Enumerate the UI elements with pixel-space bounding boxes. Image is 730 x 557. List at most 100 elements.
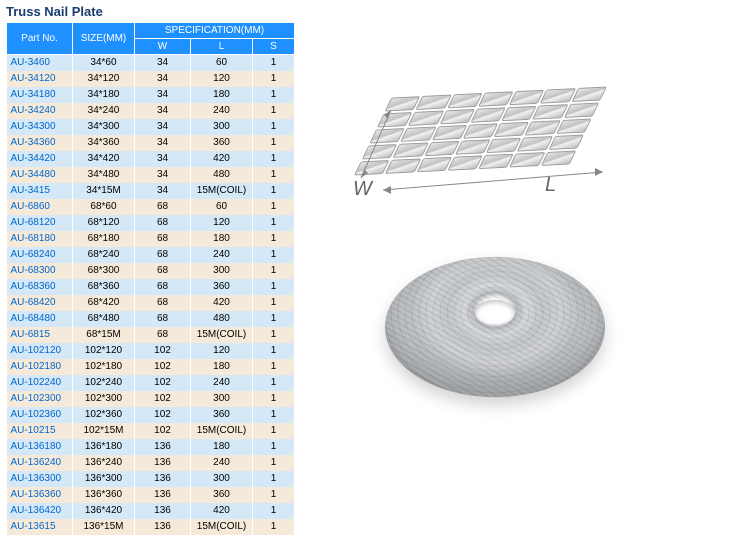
cell-w: 102 — [135, 359, 191, 375]
cell-s: 1 — [253, 487, 295, 503]
th-spec: SPECIFICATION(MM) — [135, 23, 295, 39]
th-size: SIZE(MM) — [73, 23, 135, 55]
cell-part: AU-136300 — [7, 471, 73, 487]
cell-l: 180 — [191, 439, 253, 455]
cell-s: 1 — [253, 391, 295, 407]
table-row: AU-681568*15M6815M(COIL)1 — [7, 327, 295, 343]
cell-part: AU-13615 — [7, 519, 73, 535]
cell-w: 34 — [135, 183, 191, 199]
cell-s: 1 — [253, 151, 295, 167]
coil-hole — [475, 300, 515, 325]
cell-part: AU-68360 — [7, 279, 73, 295]
cell-l: 300 — [191, 263, 253, 279]
cell-s: 1 — [253, 167, 295, 183]
cell-w: 136 — [135, 519, 191, 535]
cell-s: 1 — [253, 359, 295, 375]
cell-w: 68 — [135, 279, 191, 295]
cell-part: AU-136180 — [7, 439, 73, 455]
cell-w: 68 — [135, 231, 191, 247]
cell-w: 34 — [135, 55, 191, 71]
cell-size: 136*240 — [73, 455, 135, 471]
cell-s: 1 — [253, 55, 295, 71]
cell-w: 68 — [135, 263, 191, 279]
cell-part: AU-136420 — [7, 503, 73, 519]
cell-l: 120 — [191, 71, 253, 87]
cell-size: 102*180 — [73, 359, 135, 375]
cell-l: 420 — [191, 151, 253, 167]
cell-w: 68 — [135, 327, 191, 343]
cell-w: 68 — [135, 247, 191, 263]
table-row: AU-102120102*1201021201 — [7, 343, 295, 359]
cell-w: 34 — [135, 103, 191, 119]
coil-body — [385, 257, 605, 397]
cell-part: AU-34420 — [7, 151, 73, 167]
cell-w: 34 — [135, 119, 191, 135]
cell-l: 480 — [191, 311, 253, 327]
cell-l: 60 — [191, 55, 253, 71]
image-panel: L W — [295, 22, 730, 542]
table-row: AU-102180102*1801021801 — [7, 359, 295, 375]
cell-s: 1 — [253, 519, 295, 535]
table-row: AU-102360102*3601023601 — [7, 407, 295, 423]
cell-w: 102 — [135, 343, 191, 359]
table-row: AU-3442034*420344201 — [7, 151, 295, 167]
cell-l: 15M(COIL) — [191, 519, 253, 535]
cell-l: 300 — [191, 471, 253, 487]
cell-part: AU-34480 — [7, 167, 73, 183]
cell-part: AU-136240 — [7, 455, 73, 471]
cell-size: 34*120 — [73, 71, 135, 87]
dimension-lines — [355, 82, 620, 217]
th-l: L — [191, 39, 253, 55]
cell-w: 34 — [135, 71, 191, 87]
cell-s: 1 — [253, 279, 295, 295]
cell-l: 300 — [191, 119, 253, 135]
cell-size: 34*300 — [73, 119, 135, 135]
cell-s: 1 — [253, 215, 295, 231]
cell-w: 136 — [135, 439, 191, 455]
table-row: AU-3436034*360343601 — [7, 135, 295, 151]
cell-size: 34*360 — [73, 135, 135, 151]
cell-part: AU-102360 — [7, 407, 73, 423]
cell-part: AU-102240 — [7, 375, 73, 391]
cell-size: 34*180 — [73, 87, 135, 103]
cell-w: 102 — [135, 375, 191, 391]
cell-size: 68*300 — [73, 263, 135, 279]
cell-l: 15M(COIL) — [191, 327, 253, 343]
cell-s: 1 — [253, 471, 295, 487]
cell-part: AU-6815 — [7, 327, 73, 343]
cell-l: 180 — [191, 359, 253, 375]
cell-part: AU-102180 — [7, 359, 73, 375]
table-row: AU-3430034*300343001 — [7, 119, 295, 135]
cell-w: 68 — [135, 215, 191, 231]
table-row: AU-102240102*2401022401 — [7, 375, 295, 391]
cell-l: 420 — [191, 503, 253, 519]
cell-l: 360 — [191, 407, 253, 423]
spec-table-wrap: Part No. SIZE(MM) SPECIFICATION(MM) W L … — [0, 22, 295, 535]
th-s: S — [253, 39, 295, 55]
cell-s: 1 — [253, 263, 295, 279]
cell-part: AU-3460 — [7, 55, 73, 71]
cell-part: AU-34300 — [7, 119, 73, 135]
cell-s: 1 — [253, 295, 295, 311]
table-row: AU-136420136*4201364201 — [7, 503, 295, 519]
table-row: AU-341534*15M3415M(COIL)1 — [7, 183, 295, 199]
table-row: AU-6830068*300683001 — [7, 263, 295, 279]
cell-size: 34*60 — [73, 55, 135, 71]
cell-s: 1 — [253, 247, 295, 263]
cell-w: 102 — [135, 407, 191, 423]
table-row: AU-6824068*240682401 — [7, 247, 295, 263]
table-row: AU-6812068*120681201 — [7, 215, 295, 231]
cell-part: AU-68240 — [7, 247, 73, 263]
cell-w: 68 — [135, 199, 191, 215]
cell-size: 68*120 — [73, 215, 135, 231]
cell-size: 68*420 — [73, 295, 135, 311]
cell-w: 136 — [135, 455, 191, 471]
plate-diagram: L W — [355, 82, 620, 207]
cell-size: 68*180 — [73, 231, 135, 247]
cell-part: AU-34360 — [7, 135, 73, 151]
cell-size: 102*120 — [73, 343, 135, 359]
cell-size: 102*240 — [73, 375, 135, 391]
cell-s: 1 — [253, 503, 295, 519]
cell-part: AU-34240 — [7, 103, 73, 119]
cell-part: AU-68180 — [7, 231, 73, 247]
